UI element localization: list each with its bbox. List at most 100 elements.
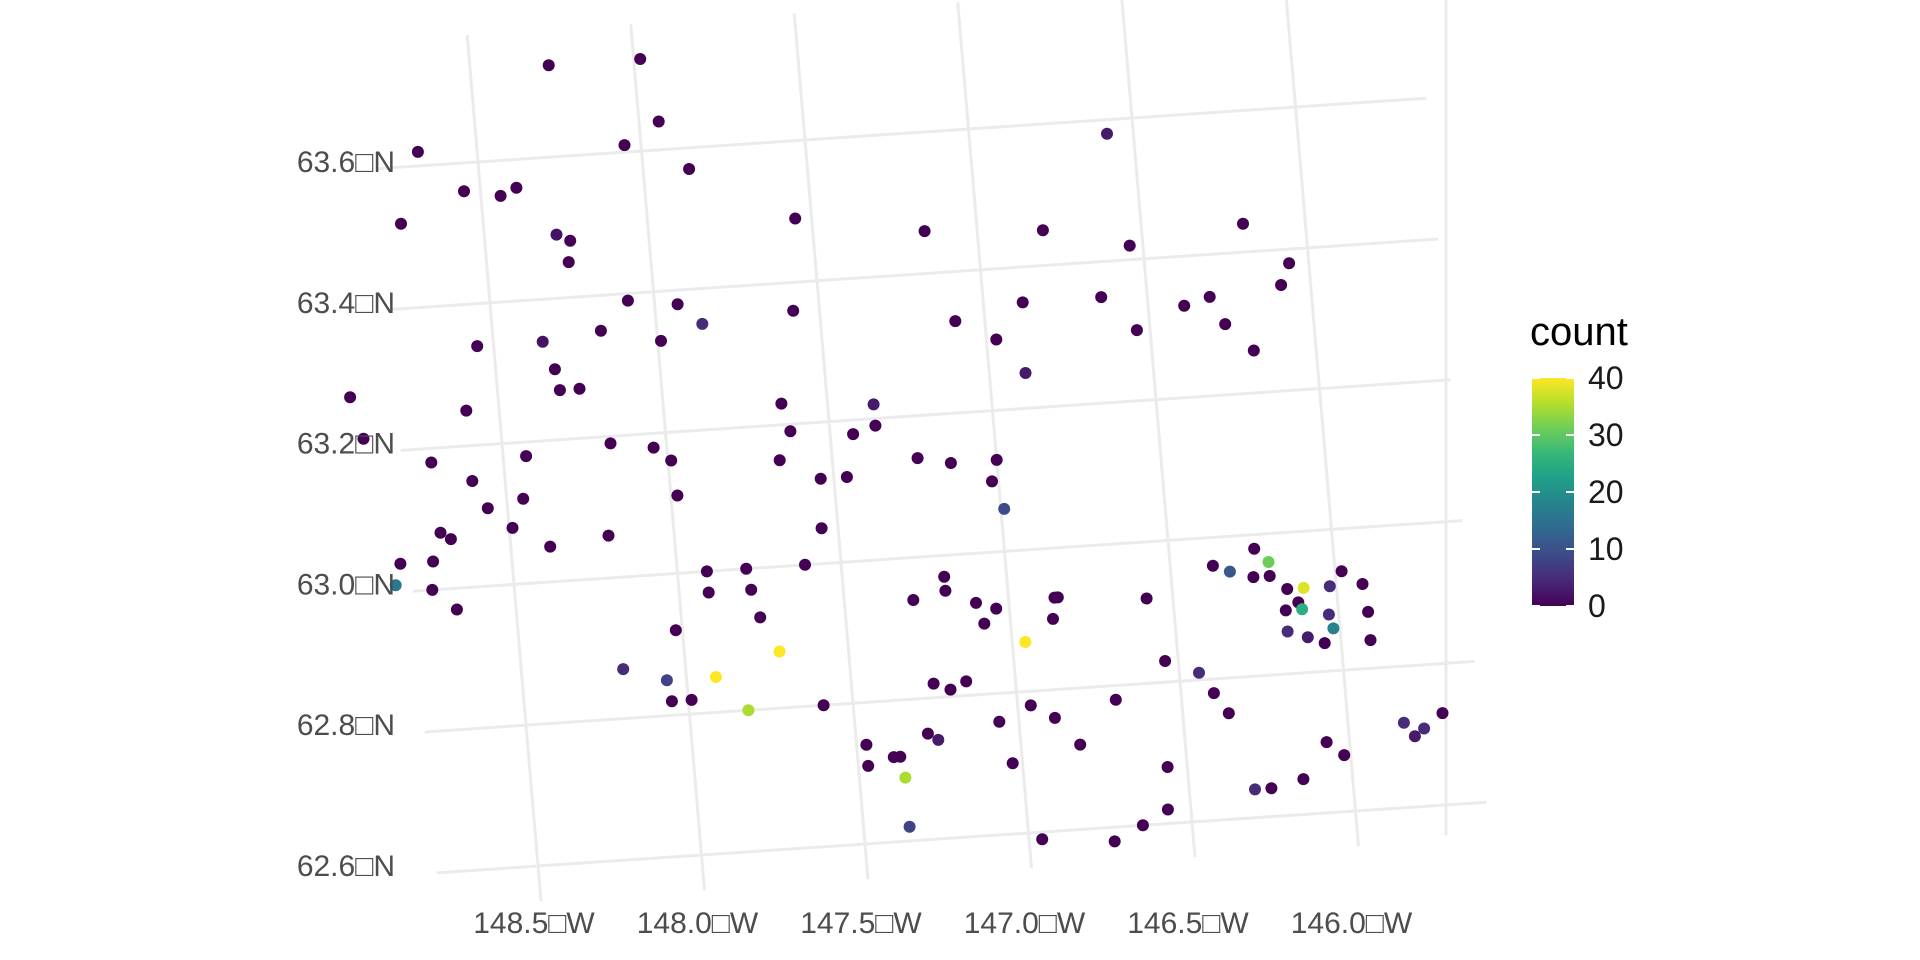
data-point: [1219, 318, 1232, 331]
graticule-parallel-3: [400, 378, 1451, 452]
data-point: [869, 419, 882, 432]
data-point: [357, 432, 370, 445]
data-point: [548, 363, 561, 376]
data-point: [671, 489, 684, 502]
data-point: [1283, 257, 1296, 270]
data-point: [665, 695, 678, 708]
graticule-parallel-2: [412, 519, 1463, 593]
data-point: [1136, 819, 1149, 832]
data-point: [425, 456, 438, 469]
legend-ticks: 0 10 20 30 40: [1532, 360, 1624, 624]
x-tick-label: 146.0□W: [1291, 907, 1413, 940]
data-point: [1016, 296, 1029, 309]
data-point: [427, 555, 440, 568]
data-point: [742, 704, 755, 717]
legend-label: 10: [1588, 531, 1624, 567]
data-point: [660, 674, 673, 687]
data-point: [918, 225, 931, 238]
graticule-parallel-1: [424, 659, 1475, 734]
data-point: [990, 333, 1003, 346]
data-point: [671, 298, 684, 311]
data-point: [1048, 591, 1061, 604]
data-point: [617, 663, 630, 676]
data-point: [709, 671, 722, 683]
data-point: [862, 759, 875, 772]
data-point: [1296, 603, 1309, 616]
data-point: [1123, 239, 1136, 252]
data-point: [460, 404, 473, 417]
y-tick-label: 62.6□N: [297, 850, 395, 883]
data-point: [665, 454, 678, 467]
data-point: [1036, 833, 1049, 846]
data-point: [1036, 224, 1049, 237]
data-point: [1237, 217, 1249, 230]
data-point: [921, 727, 934, 740]
data-point: [1247, 571, 1260, 584]
data-point: [1436, 707, 1449, 720]
y-tick-label: 62.8□N: [297, 709, 395, 742]
graticule-meridian-3: [956, 2, 1033, 869]
data-point: [621, 294, 634, 307]
y-tick-label: 63.6□N: [297, 146, 395, 179]
data-point: [787, 304, 800, 317]
legend-label: 20: [1588, 474, 1624, 510]
graticule-meridian-2: [792, 13, 870, 880]
data-point: [754, 611, 767, 624]
x-tick-label: 147.0□W: [964, 907, 1086, 940]
data-point: [1207, 687, 1220, 700]
graticule-meridian-5: [1284, 0, 1360, 847]
data-point: [799, 558, 811, 571]
data-point: [1006, 757, 1019, 770]
data-point: [944, 683, 957, 696]
data-point: [544, 540, 557, 553]
data-point: [784, 425, 797, 438]
data-point: [618, 139, 631, 152]
y-axis-tick-labels: 62.6□N 62.8□N 63.0□N 63.2□N 63.4□N 63.6□N: [297, 146, 395, 883]
graticule-meridian-0: [465, 35, 543, 902]
data-point: [550, 228, 563, 241]
data-point: [685, 693, 698, 706]
data-point: [562, 256, 575, 269]
legend-label: 30: [1588, 417, 1624, 453]
data-point: [1418, 722, 1431, 735]
graticule-parallel-5: [376, 96, 1427, 171]
data-point: [789, 212, 802, 225]
x-axis-tick-labels: 148.5□W 148.0□W 147.5□W 147.0□W 146.5□W 146.0…: [473, 907, 1413, 940]
data-point: [510, 181, 523, 194]
color-legend: count 0 10 20 30 40: [1530, 310, 1628, 624]
data-points: [344, 53, 1449, 848]
data-point: [1101, 127, 1113, 140]
data-point: [389, 579, 402, 592]
data-point: [1279, 604, 1292, 617]
data-point: [1161, 761, 1174, 773]
data-point: [986, 475, 998, 488]
data-point: [998, 502, 1011, 515]
data-point: [990, 602, 1003, 615]
graticule-parallel-4: [388, 237, 1439, 312]
data-point: [847, 428, 860, 441]
data-point: [395, 217, 407, 230]
data-point: [1159, 655, 1172, 667]
data-point: [702, 586, 715, 599]
data-point: [1095, 291, 1108, 304]
data-point: [564, 234, 577, 247]
y-tick-label: 63.0□N: [297, 568, 395, 601]
data-point: [1265, 782, 1278, 795]
data-point: [344, 391, 357, 404]
data-point: [602, 529, 615, 542]
legend-title: count: [1530, 310, 1628, 354]
data-point: [970, 596, 982, 609]
data-point: [450, 603, 463, 616]
data-point: [1318, 637, 1331, 650]
data-point: [927, 677, 940, 690]
data-point: [840, 471, 853, 483]
data-point: [1297, 581, 1310, 594]
data-point: [683, 163, 696, 175]
data-point: [573, 382, 586, 395]
data-point: [1364, 634, 1377, 647]
data-point: [1130, 324, 1143, 337]
y-tick-label: 63.2□N: [297, 428, 395, 461]
data-point: [647, 441, 660, 454]
data-point: [1327, 622, 1340, 635]
